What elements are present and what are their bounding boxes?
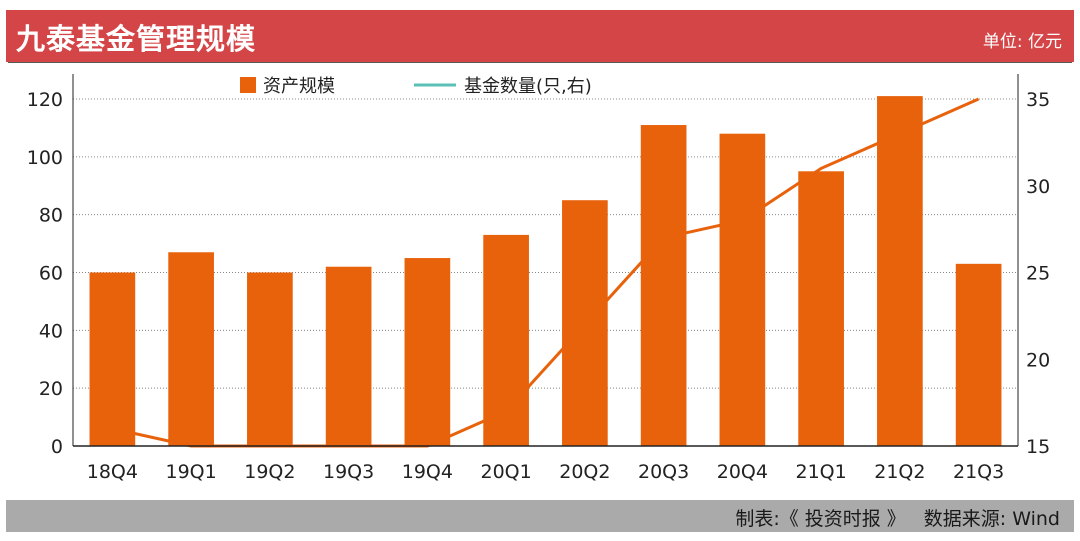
footer-bar: 制表:《 投资时报 》数据来源: Wind xyxy=(6,500,1074,532)
left-tick-labels: 0 20 40 60 80 100 120 xyxy=(27,89,63,458)
bar-20Q3 xyxy=(640,125,687,447)
y-left-tick-label: 0 xyxy=(51,436,63,458)
y-right-tick-label: 20 xyxy=(1026,349,1050,371)
x-tick-label: 19Q1 xyxy=(166,461,217,483)
x-tick-label: 18Q4 xyxy=(87,461,138,483)
legend-bar-swatch xyxy=(240,77,256,93)
y-right-tick-label: 25 xyxy=(1026,263,1050,285)
bar-19Q2 xyxy=(247,272,293,446)
bar-18Q4 xyxy=(89,272,136,446)
bar-21Q3 xyxy=(955,263,1002,446)
y-left-tick-label: 100 xyxy=(27,147,63,169)
y-right-tick-label: 35 xyxy=(1026,89,1050,111)
legend-bar-label: 资产规模 xyxy=(263,76,335,97)
x-tick-label: 21Q2 xyxy=(874,461,925,483)
bar-20Q1 xyxy=(483,234,529,446)
x-tick-label: 21Q1 xyxy=(796,461,847,483)
legend-line-label: 基金数量(只,右) xyxy=(464,76,592,97)
bar-19Q3 xyxy=(325,266,372,446)
bar-19Q4 xyxy=(404,258,451,446)
y-left-tick-label: 120 xyxy=(27,89,63,111)
x-tick-label: 20Q1 xyxy=(481,461,532,483)
x-tick-label: 19Q2 xyxy=(244,461,295,483)
y-left-tick-label: 80 xyxy=(39,205,63,227)
x-tick-label: 19Q4 xyxy=(402,461,453,483)
bar-series xyxy=(89,96,1002,447)
x-tick-label: 19Q3 xyxy=(323,461,374,483)
x-tick-label: 20Q2 xyxy=(559,461,610,483)
y-left-tick-label: 60 xyxy=(39,263,63,285)
bar-20Q4 xyxy=(719,133,766,446)
right-tick-labels: 15 20 25 30 35 xyxy=(1026,89,1050,458)
y-right-tick-label: 15 xyxy=(1026,436,1050,458)
header-bar: 九泰基金管理规模 单位: 亿元 xyxy=(6,10,1074,62)
made-by-label: 制表:《 投资时报 》 xyxy=(735,508,906,530)
data-source-label: 数据来源: Wind xyxy=(923,508,1060,530)
grid-lines xyxy=(73,98,1018,389)
bar-19Q1 xyxy=(168,252,214,446)
source-note: 制表:《 投资时报 》数据来源: Wind xyxy=(717,504,1060,531)
x-tick-label: 20Q4 xyxy=(717,461,768,483)
bar-21Q2 xyxy=(877,96,923,446)
x-tick-labels: 18Q4 19Q1 19Q2 19Q3 19Q4 20Q1 20Q2 20Q3 20Q4 21Q1… xyxy=(87,461,1004,483)
unit-label: 单位: 亿元 xyxy=(982,32,1062,52)
chart-title: 九泰基金管理规模 xyxy=(16,22,257,56)
y-right-tick-label: 30 xyxy=(1026,176,1050,198)
x-tick-label: 21Q3 xyxy=(953,461,1004,483)
bar-21Q1 xyxy=(798,171,844,446)
line-series xyxy=(112,97,980,448)
legend: 资产规模 基金数量(只,右) xyxy=(240,76,592,97)
x-tick-label: 20Q3 xyxy=(638,461,689,483)
y-left-tick-label: 20 xyxy=(39,378,63,400)
y-left-tick-label: 40 xyxy=(39,320,63,342)
